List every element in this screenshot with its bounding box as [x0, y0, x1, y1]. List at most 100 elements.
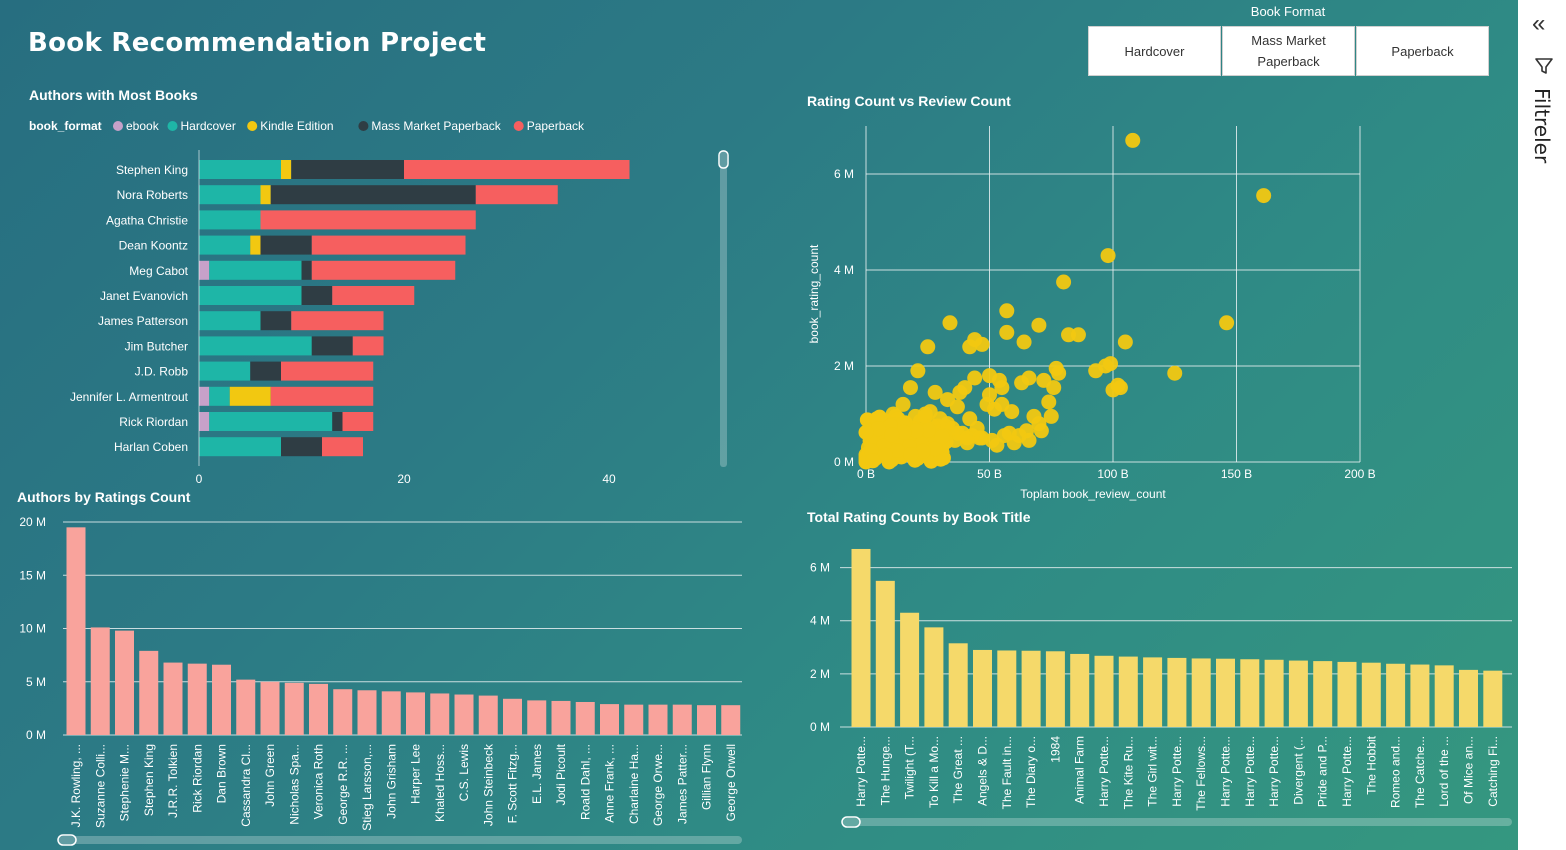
bar-segment[interactable] [199, 361, 251, 381]
scatter-point[interactable] [1110, 377, 1126, 393]
scatter-point[interactable] [967, 370, 983, 386]
legend-item-mass-market-paperback[interactable]: Mass Market Paperback [358, 119, 502, 133]
bar[interactable] [997, 650, 1017, 727]
scatter-point[interactable] [934, 429, 950, 445]
bar-segment[interactable] [250, 235, 261, 255]
scatter-point[interactable] [858, 424, 874, 440]
legend-item-kindle-edition[interactable]: Kindle Edition [247, 119, 334, 133]
scatter-point[interactable] [1004, 404, 1020, 420]
scatter-point[interactable] [1117, 334, 1133, 350]
scatter-point[interactable] [889, 443, 905, 459]
scatter-point[interactable] [942, 315, 958, 331]
bar-segment[interactable] [199, 260, 210, 280]
legend-item-hardcover[interactable]: Hardcover [167, 119, 236, 133]
bar-segment[interactable] [199, 210, 261, 230]
bar[interactable] [187, 663, 207, 735]
bar[interactable] [1240, 659, 1260, 727]
bar-segment[interactable] [291, 160, 404, 179]
bar[interactable] [212, 664, 231, 735]
scatter-point[interactable] [1014, 375, 1030, 391]
bar-segment[interactable] [475, 185, 558, 205]
scatter-point[interactable] [902, 380, 918, 396]
scrollbar-thumb[interactable] [57, 834, 77, 846]
scatter-point[interactable] [1056, 274, 1072, 290]
bar[interactable] [648, 704, 668, 735]
bar[interactable] [900, 612, 920, 727]
bar[interactable] [1216, 658, 1235, 727]
bar-segment[interactable] [199, 437, 281, 457]
bar[interactable] [948, 643, 968, 727]
bar[interactable] [139, 650, 159, 735]
scatter-point[interactable] [1043, 408, 1059, 424]
bar[interactable] [600, 704, 619, 735]
bar-segment[interactable] [209, 260, 302, 280]
bar-segment[interactable] [199, 311, 261, 331]
bar[interactable] [1070, 653, 1090, 727]
scatter-point[interactable] [982, 387, 997, 403]
scatter-point[interactable] [967, 332, 983, 348]
scatter-point[interactable] [910, 363, 926, 379]
bar[interactable] [697, 705, 716, 735]
scrollbar-track[interactable] [58, 836, 742, 844]
bar-segment[interactable] [199, 386, 210, 406]
bar-segment[interactable] [260, 311, 292, 331]
bar-segment[interactable] [404, 160, 630, 179]
bar[interactable] [1118, 656, 1138, 727]
double-chevron-left-icon[interactable]: « [1532, 10, 1546, 37]
scatter-point[interactable] [877, 447, 893, 463]
bar-segment[interactable] [281, 160, 292, 179]
scatter-point[interactable] [959, 430, 975, 446]
scatter-point[interactable] [1256, 188, 1272, 204]
scatter-point[interactable] [870, 421, 886, 437]
bar-segment[interactable] [311, 260, 456, 280]
bar[interactable] [309, 683, 328, 735]
bar[interactable] [875, 580, 895, 727]
bar-segment[interactable] [270, 386, 374, 406]
bar-segment[interactable] [199, 336, 312, 356]
bar[interactable] [454, 694, 474, 735]
slicer-option-hardcover[interactable]: Hardcover [1088, 26, 1221, 76]
bar-segment[interactable] [301, 286, 333, 305]
scatter-point[interactable] [1167, 365, 1183, 381]
bar[interactable] [115, 630, 134, 735]
bar[interactable] [551, 700, 571, 735]
bar-segment[interactable] [311, 336, 353, 356]
bar[interactable] [1386, 663, 1406, 727]
bar[interactable] [1434, 665, 1454, 727]
scatter-point[interactable] [917, 408, 933, 424]
scatter-point[interactable] [1219, 315, 1235, 331]
bar[interactable] [721, 705, 741, 735]
bar[interactable] [1143, 657, 1163, 727]
bar-segment[interactable] [260, 235, 312, 255]
bar[interactable] [406, 692, 425, 735]
bar-segment[interactable] [199, 412, 210, 431]
scatter-point[interactable] [1046, 380, 1062, 396]
bar-segment[interactable] [199, 235, 251, 255]
funnel-icon[interactable] [1534, 56, 1554, 76]
bar[interactable] [672, 704, 692, 735]
bar[interactable] [851, 548, 871, 727]
bar[interactable] [333, 689, 353, 735]
slicer-option-paperback[interactable]: Paperback [1356, 26, 1489, 76]
scatter-point[interactable] [927, 384, 943, 400]
bar[interactable] [1459, 669, 1478, 727]
scatter-point[interactable] [1031, 317, 1047, 333]
scatter-point[interactable] [915, 443, 931, 459]
bar-segment[interactable] [270, 185, 476, 205]
scatter-point[interactable] [920, 422, 936, 438]
scatter-point[interactable] [994, 380, 1010, 396]
slicer-option-mass-market-paperback[interactable]: Mass Market Paperback [1222, 26, 1355, 76]
scatter-point[interactable] [972, 430, 988, 446]
bar[interactable] [357, 690, 377, 735]
bar[interactable] [1483, 670, 1503, 727]
bar-segment[interactable] [209, 412, 333, 431]
bar[interactable] [1410, 664, 1430, 727]
legend-item-paperback[interactable]: Paperback [513, 119, 585, 133]
scatter-point[interactable] [999, 303, 1015, 319]
scrollbar-track[interactable] [842, 818, 1512, 826]
bar-segment[interactable] [209, 386, 230, 406]
scatter-point[interactable] [1125, 132, 1141, 148]
scatter-point[interactable] [1070, 327, 1086, 343]
scrollbar-thumb[interactable] [718, 150, 729, 169]
scatter-point[interactable] [920, 339, 936, 355]
